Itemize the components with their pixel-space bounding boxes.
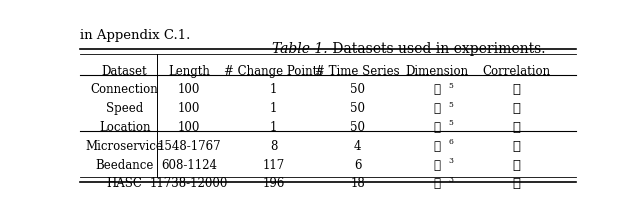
Text: Table 1.: Table 1.: [273, 42, 328, 56]
Text: 50: 50: [350, 121, 365, 134]
Text: 1: 1: [269, 121, 277, 134]
Text: 3: 3: [448, 157, 453, 165]
Text: Correlation: Correlation: [483, 65, 550, 78]
Text: ✗: ✗: [513, 102, 520, 115]
Text: # Time Series: # Time Series: [316, 65, 400, 78]
Text: 11738-12000: 11738-12000: [150, 177, 228, 190]
Text: ℝ: ℝ: [434, 177, 440, 190]
Text: 4: 4: [354, 140, 362, 153]
Text: 1: 1: [269, 83, 277, 96]
Text: 18: 18: [350, 177, 365, 190]
Text: ℝ: ℝ: [434, 83, 440, 96]
Text: ✗: ✗: [513, 121, 520, 134]
Text: Dimension: Dimension: [406, 65, 468, 78]
Text: # Change Points: # Change Points: [224, 65, 323, 78]
Text: 608-1124: 608-1124: [161, 159, 217, 172]
Text: Connection: Connection: [91, 83, 159, 96]
Text: Length: Length: [168, 65, 210, 78]
Text: Beedance: Beedance: [95, 159, 154, 172]
Text: 50: 50: [350, 102, 365, 115]
Text: 1548-1767: 1548-1767: [157, 140, 221, 153]
Text: Location: Location: [99, 121, 150, 134]
Text: Microservice: Microservice: [86, 140, 164, 153]
Text: ✓: ✓: [513, 83, 520, 96]
Text: 6: 6: [448, 138, 453, 146]
Text: ✗: ✗: [513, 177, 520, 190]
Text: Datasets used in experiments.: Datasets used in experiments.: [328, 42, 545, 56]
Text: 5: 5: [448, 82, 453, 90]
Text: 100: 100: [178, 121, 200, 134]
Text: ✗: ✗: [513, 159, 520, 172]
Text: ℝ: ℝ: [434, 121, 440, 134]
Text: ℝ: ℝ: [434, 140, 440, 153]
Text: ℝ: ℝ: [434, 159, 440, 172]
Text: in Appendix C.1.: in Appendix C.1.: [80, 29, 190, 42]
Text: 50: 50: [350, 83, 365, 96]
Text: 3: 3: [448, 176, 453, 184]
Text: 1: 1: [269, 102, 277, 115]
Text: 8: 8: [269, 140, 277, 153]
Text: Dataset: Dataset: [102, 65, 147, 78]
Text: 6: 6: [354, 159, 362, 172]
Text: 100: 100: [178, 83, 200, 96]
Text: 196: 196: [262, 177, 285, 190]
Text: HASC: HASC: [107, 177, 143, 190]
Text: 5: 5: [448, 119, 453, 127]
Text: 117: 117: [262, 159, 285, 172]
Text: Speed: Speed: [106, 102, 143, 115]
Text: ℝ: ℝ: [434, 102, 440, 115]
Text: 100: 100: [178, 102, 200, 115]
Text: 5: 5: [448, 101, 453, 109]
Text: ✓: ✓: [513, 140, 520, 153]
